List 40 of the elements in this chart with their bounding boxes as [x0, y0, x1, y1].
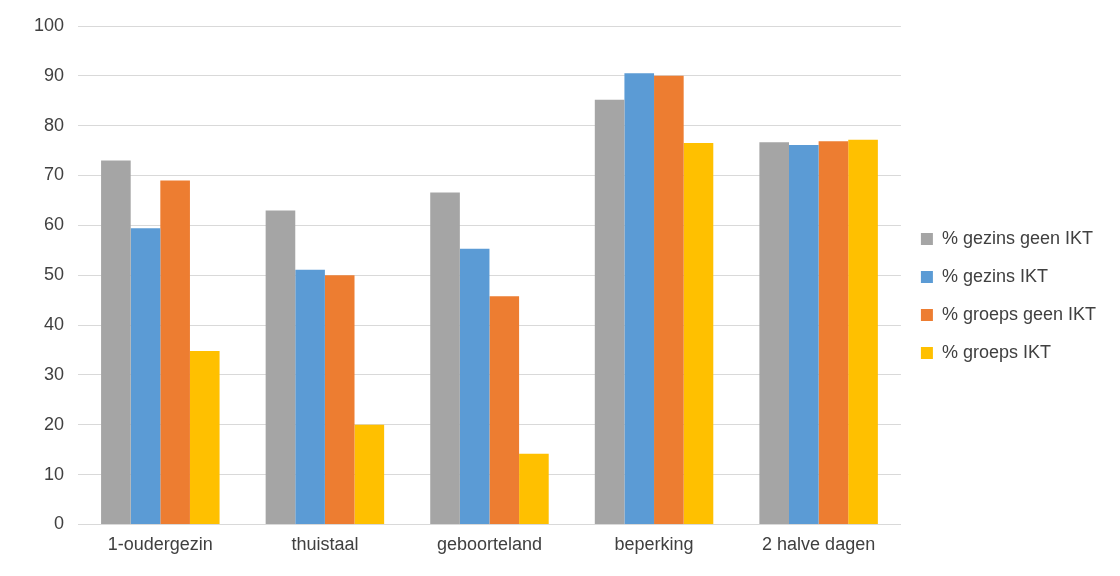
y-tick-label: 10 [44, 463, 65, 484]
x-tick-label: thuistaal [291, 534, 359, 555]
bar [759, 142, 789, 524]
x-tick-label: geboorteland [436, 534, 543, 555]
bar [683, 143, 714, 524]
y-tick-label: 80 [44, 114, 65, 135]
bar [430, 192, 460, 524]
y-tick-label: 0 [54, 513, 65, 534]
bar [354, 424, 385, 524]
bar [324, 275, 355, 524]
y-tick-label: 70 [44, 164, 65, 185]
y-tick-label: 100 [33, 14, 65, 35]
bar [130, 228, 161, 524]
x-tick-label: 1-oudergezin [107, 534, 213, 555]
legend-label: % gezins IKT [941, 265, 1048, 286]
bar [594, 99, 625, 524]
bar [624, 73, 655, 524]
bar [295, 269, 325, 524]
bar [489, 296, 520, 524]
y-tick-label: 90 [44, 64, 65, 85]
y-tick-label: 30 [44, 363, 65, 384]
legend-label: % groeps IKT [941, 341, 1051, 362]
bar [160, 180, 190, 524]
bar [265, 210, 296, 524]
y-tick-label: 60 [44, 214, 65, 235]
bar [519, 453, 549, 524]
x-tick-label: 2 halve dagen [762, 534, 876, 555]
bar [818, 141, 849, 524]
bar [789, 145, 819, 524]
legend-label: % groeps geen IKT [941, 303, 1096, 324]
bar [654, 75, 684, 524]
y-tick-label: 50 [44, 264, 65, 285]
bar [101, 160, 131, 524]
bar [189, 350, 220, 524]
y-tick-label: 20 [44, 413, 65, 434]
legend-label: % gezins geen IKT [941, 227, 1093, 248]
bar [848, 139, 878, 524]
bar [459, 248, 490, 524]
y-tick-label: 40 [44, 314, 65, 335]
x-tick-label: beperking [614, 534, 694, 555]
